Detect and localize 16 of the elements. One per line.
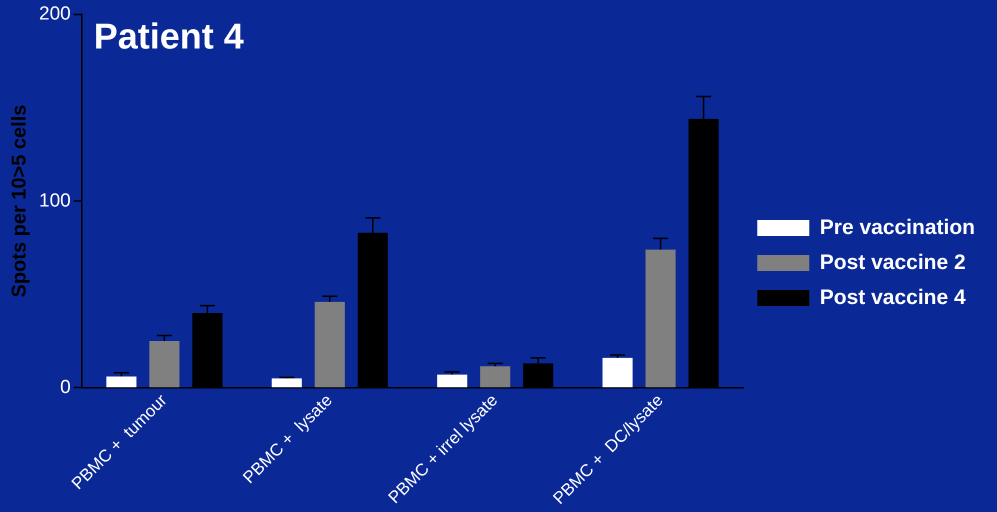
- y-tick-label: 100: [39, 190, 71, 212]
- bar: [646, 250, 676, 388]
- bar: [106, 376, 136, 388]
- bar: [314, 302, 345, 388]
- y-axis-title: Spots per 10>5 cells: [8, 104, 31, 298]
- bar: [437, 374, 468, 388]
- y-tick-label: 0: [60, 376, 71, 398]
- bar: [602, 358, 633, 388]
- legend-label: Post vaccine 2: [820, 250, 966, 274]
- legend-label: Post vaccine 4: [820, 286, 966, 309]
- legend-label: Pre vaccination: [820, 216, 975, 239]
- bar: [480, 366, 510, 388]
- y-tick-label: 200: [39, 4, 71, 25]
- bar: [272, 378, 302, 388]
- chart-title: Patient 4: [94, 15, 244, 56]
- bar: [149, 341, 180, 388]
